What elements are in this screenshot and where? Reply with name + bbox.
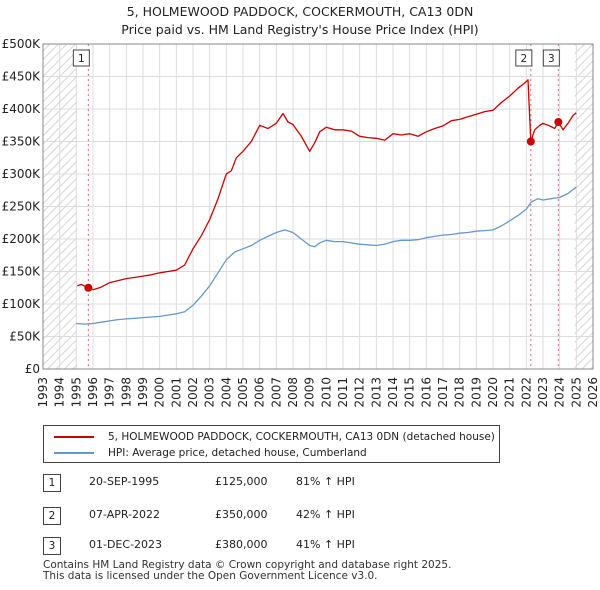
x-tick-label: 2016 (419, 377, 433, 408)
y-tick-label: £300K (2, 167, 42, 181)
footer-licence: This data is licensed under the Open Gov… (43, 570, 378, 582)
x-tick-label: 2024 (553, 377, 567, 408)
y-tick-label: £450K (2, 70, 42, 84)
footer-copyright: Contains HM Land Registry data © Crown c… (43, 559, 452, 571)
x-tick-label: 2003 (203, 377, 217, 408)
y-tick-label: £500K (2, 37, 42, 51)
sale-label: 1 (78, 53, 85, 65)
x-tick-label: 2021 (503, 377, 517, 408)
x-tick-label: 1994 (53, 377, 67, 408)
x-tick-label: 2011 (336, 377, 350, 408)
x-tick-label: 2014 (386, 377, 400, 408)
chart: 5, HOLMEWOOD PADDOCK, COCKERMOUTH, CA13 … (2, 4, 600, 408)
x-tick-label: 2013 (369, 377, 383, 408)
x-tick-label: 2023 (536, 377, 550, 408)
x-tick-label: 2019 (469, 377, 483, 408)
y-tick-label: £350K (2, 135, 42, 149)
legend-item-property: 5, HOLMEWOOD PADDOCK, COCKERMOUTH, CA13 … (54, 429, 495, 445)
y-tick-label: £0 (25, 362, 40, 376)
x-tick-label: 1996 (86, 377, 100, 408)
y-tick-label: £100K (2, 297, 42, 311)
x-tick-label: 2008 (286, 377, 300, 408)
legend-item-hpi: HPI: Average price, detached house, Cumb… (54, 445, 367, 461)
plot-border (42, 43, 594, 370)
plot-area: 1 2 3 £0 £50K £100K £150K £200K £250K £300K £350K £… (2, 37, 600, 408)
x-tick-label: 2007 (269, 377, 283, 408)
x-tick-label: 2015 (403, 377, 417, 408)
transaction-hpi: 42% ↑ HPI (296, 508, 355, 521)
sale-point (526, 137, 535, 146)
transaction-price: £380,000 (215, 538, 268, 551)
x-tick-label: 2006 (253, 377, 267, 408)
transaction-number: 3 (43, 537, 61, 555)
transaction-price: £350,000 (215, 508, 268, 521)
x-tick-label: 2000 (153, 377, 167, 408)
x-tick-label: 2022 (519, 377, 533, 408)
chart-title: 5, HOLMEWOOD PADDOCK, COCKERMOUTH, CA13 … (127, 4, 474, 19)
x-tick-label: 1997 (103, 377, 117, 408)
x-tick-label: 2005 (236, 377, 250, 408)
sale-label-box (542, 49, 560, 67)
transaction-date: 07-APR-2022 (89, 508, 161, 521)
transaction-date: 01-DEC-2023 (89, 538, 163, 551)
footer: Contains HM Land Registry data © Crown c… (43, 560, 451, 582)
x-tick-label: 2020 (486, 377, 500, 408)
transaction-date: 20-SEP-1995 (89, 475, 160, 488)
y-tick-label: £250K (2, 200, 42, 214)
sale-label: 2 (520, 53, 527, 65)
legend-label-hpi: HPI: Average price, detached house, Cumb… (108, 447, 367, 459)
x-tick-label: 2018 (453, 377, 467, 408)
x-tick-label: 2009 (303, 377, 317, 408)
x-tick-label: 1993 (36, 377, 50, 408)
x-tick-label: 2010 (319, 377, 333, 408)
transaction-hpi: 81% ↑ HPI (296, 475, 355, 488)
chart-subtitle: Price paid vs. HM Land Registry's House … (121, 22, 478, 37)
x-tick-label: 1998 (119, 377, 133, 408)
transaction-number: 2 (43, 507, 61, 525)
x-tick-label: 2012 (353, 377, 367, 408)
transaction-hpi: 41% ↑ HPI (296, 538, 355, 551)
legend-swatch-property (54, 436, 94, 438)
x-tick-label: 1999 (136, 377, 150, 408)
hpi-line (76, 186, 577, 325)
x-tick-label: 2017 (436, 377, 450, 408)
x-tick-label: 2002 (186, 377, 200, 408)
x-tick-label: 1995 (69, 377, 83, 408)
x-tick-label: 2025 (569, 377, 583, 408)
sale-point (554, 118, 563, 126)
sale-label: 3 (548, 53, 555, 65)
y-tick-label: £400K (2, 102, 42, 116)
y-tick-label: £200K (2, 232, 42, 246)
sale-label-box (515, 49, 533, 67)
x-tick-label: 2026 (586, 377, 600, 408)
y-tick-label: £50K (9, 330, 41, 344)
transaction-price: £125,000 (215, 475, 268, 488)
transaction-number: 1 (43, 474, 61, 492)
sale-label-box (72, 49, 90, 67)
y-tick-label: £150K (2, 265, 42, 279)
legend: 5, HOLMEWOOD PADDOCK, COCKERMOUTH, CA13 … (43, 425, 500, 463)
legend-swatch-hpi (54, 452, 94, 454)
x-tick-label: 2004 (219, 377, 233, 408)
x-tick-label: 2001 (169, 377, 183, 408)
legend-label-property: 5, HOLMEWOOD PADDOCK, COCKERMOUTH, CA13 … (108, 431, 495, 443)
property-price-line (77, 79, 577, 291)
sale-point (84, 283, 93, 292)
